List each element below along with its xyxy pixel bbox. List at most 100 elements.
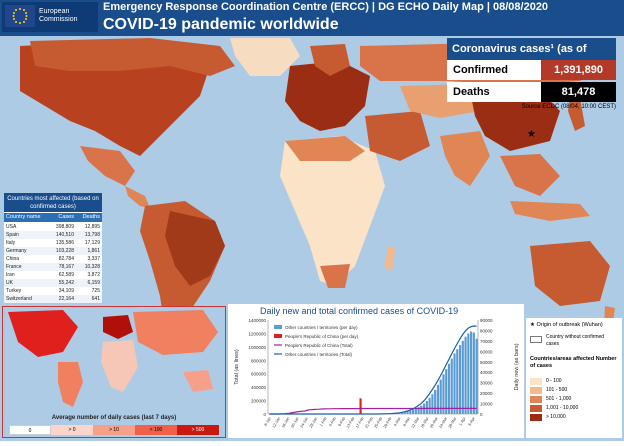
x-tick-label: 20-Jan [290,417,299,429]
logo-text: European Commission [39,8,95,24]
x-tick-label: 28-Mar [448,416,458,429]
bar-other-daily [473,333,475,414]
inset-africa [101,340,138,392]
bar-other-daily [462,341,464,414]
no-cases-swatch [530,336,542,343]
class-swatch-0 [530,378,542,385]
class-label-4: > 10,000 [546,414,566,421]
x-tick-label: 8-Mar [403,416,412,427]
inset-europe [103,315,133,339]
wuhan-star-icon: ★ [527,129,536,140]
row-country: Iran [6,271,46,279]
row-deaths: 6,159 [76,279,100,287]
inset-map-svg [3,307,225,413]
row-country: Turkey [6,287,46,295]
legend-label: Other countries / territories (per day) [285,325,358,330]
header-country: Country name [6,213,46,222]
header-bar: European Commission Emergency Response C… [0,0,624,36]
class-label-1: 101 - 500 [546,387,567,394]
row-deaths: 12,895 [76,223,100,231]
inset-legend-2: > 10 [93,425,135,435]
row-deaths: 1,861 [76,247,100,255]
map-madagascar [385,246,395,271]
european-commission-logo: European Commission [2,2,98,32]
legend-swatch [274,334,282,338]
map-australia [530,241,610,306]
bar-other-daily [459,345,461,414]
right-tick-label: 20000 [480,391,493,396]
row-deaths: 10,328 [76,263,100,271]
map-india [440,131,490,186]
row-cases: 78,167 [46,263,74,271]
row-cases: 140,510 [46,231,74,239]
inset-legend-4: > 500 [177,425,219,435]
row-cases: 82,784 [46,255,74,263]
no-cases-label: Country without confirmed cases [546,334,618,348]
bar-other-daily [437,385,439,414]
row-cases: 34,109 [46,287,74,295]
header-subtitle: Emergency Response Coordination Centre (… [103,1,548,13]
x-tick-label: 1-Feb [319,417,327,428]
inset-legend-3: > 100 [135,425,177,435]
bar-other-daily [409,411,411,414]
confirmed-value: 1,391,890 [541,60,616,80]
x-tick-label: 12-Jan [272,417,281,429]
row-country: UK [6,279,46,287]
bar-other-daily [448,364,450,414]
confirmed-row: Confirmed Cases 1,391,890 [447,60,616,80]
origin-legend: ★ Origin of outbreak (Wuhan) [530,322,603,329]
class-swatch-3 [530,405,542,412]
legend-swatch [274,325,282,329]
row-deaths: 17,129 [76,239,100,247]
page-title: COVID-19 pandemic worldwide [103,16,339,34]
right-tick-label: 80000 [480,328,493,333]
bar-other-daily [451,359,453,414]
left-tick-label: 1200000 [248,331,266,336]
x-tick-label: 1-Apr [458,416,466,427]
inset-map-daily-cases: Average number of daily cases (last 7 da… [2,306,226,438]
cases-summary-panel: Coronavirus cases¹ (as of 08/04) Confirm… [447,38,616,124]
row-cases: 62,589 [46,271,74,279]
inset-asia [133,310,218,355]
row-deaths: 725 [76,287,100,295]
daily-cases-chart: Daily new and total confirmed cases of C… [228,304,524,438]
bar-other-daily [431,394,433,414]
legend-label: People's Republic of China (per day) [285,334,359,339]
row-deaths: 641 [76,295,100,303]
row-deaths: 3,337 [76,255,100,263]
deaths-value: 81,478 [541,82,616,102]
inset-australia [183,370,213,392]
x-tick-label: 16-Jan [281,417,290,429]
bar-other-daily [434,390,436,414]
row-deaths: 13,798 [76,231,100,239]
chart-svg: 0200000400000600000800000100000012000001… [228,304,524,438]
deaths-row: Deaths 81,478 [447,82,616,102]
row-country: USA [6,223,46,231]
row-country: France [6,263,46,271]
left-tick-label: 800000 [251,358,267,363]
bar-china-daily [359,398,361,414]
row-country: Spain [6,231,46,239]
header-deaths: Deaths [76,213,100,222]
left-tick-label: 0 [263,412,266,417]
row-country: China [6,255,46,263]
bar-other-daily [426,401,428,414]
bar-other-daily [420,406,422,414]
right-tick-label: 40000 [480,370,493,375]
row-cases: 55,242 [46,279,74,287]
row-country: Italy [6,239,46,247]
x-tick-label: 29-Feb [383,417,392,429]
map-indonesia [510,201,590,221]
row-country: Germany [6,247,46,255]
map-southeast-asia [500,154,560,196]
row-cases: 103,228 [46,247,74,255]
